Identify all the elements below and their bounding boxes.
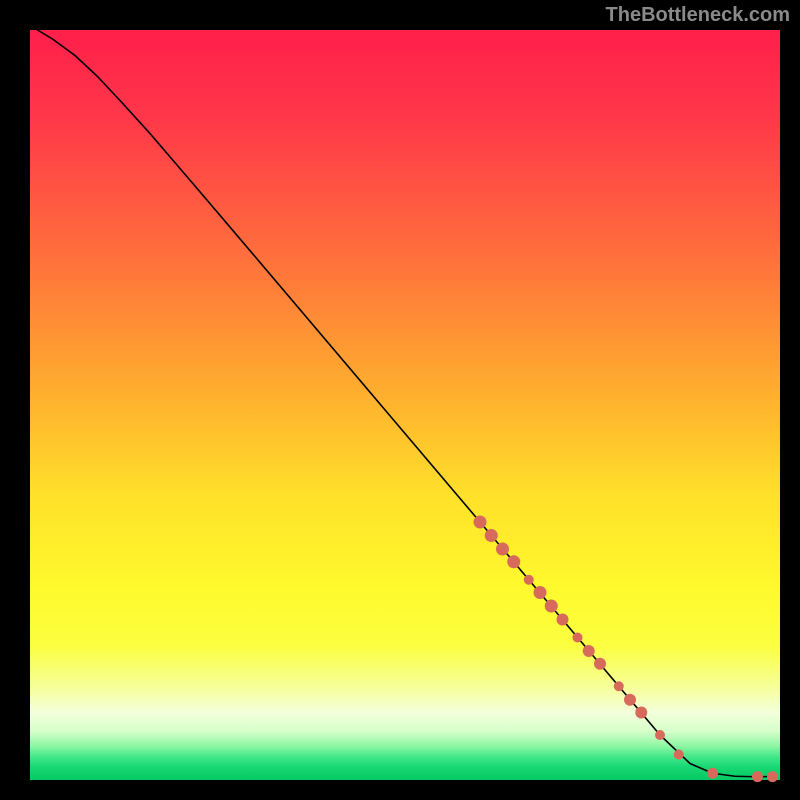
- data-marker: [557, 614, 569, 626]
- data-marker: [573, 633, 583, 643]
- curve-layer: [30, 30, 780, 780]
- data-marker: [534, 586, 547, 599]
- data-marker: [524, 575, 534, 585]
- plot-area: [30, 30, 780, 780]
- data-marker: [655, 730, 665, 740]
- bottleneck-curve: [38, 30, 773, 777]
- data-marker: [635, 707, 647, 719]
- data-marker: [485, 529, 498, 542]
- data-marker: [474, 516, 487, 529]
- data-marker: [624, 694, 636, 706]
- marker-group: [474, 516, 779, 783]
- stage: TheBottleneck.com: [0, 0, 800, 800]
- data-marker: [545, 600, 558, 613]
- data-marker: [507, 555, 520, 568]
- data-marker: [674, 750, 684, 760]
- data-marker: [594, 658, 606, 670]
- data-marker: [752, 771, 763, 782]
- data-marker: [767, 771, 778, 782]
- data-marker: [496, 543, 509, 556]
- data-marker: [583, 645, 595, 657]
- data-marker: [614, 681, 624, 691]
- source-watermark: TheBottleneck.com: [606, 4, 790, 27]
- data-marker: [707, 768, 718, 779]
